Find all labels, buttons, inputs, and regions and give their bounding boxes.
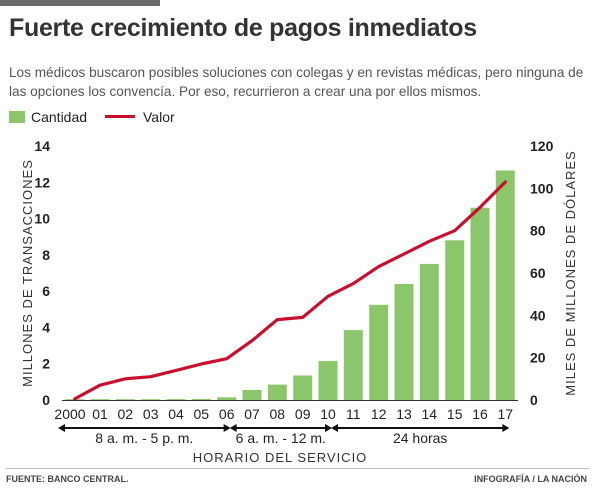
x-tick-label: 12 xyxy=(371,406,387,422)
y-tick-label: 10 xyxy=(34,211,50,227)
period-arrowhead-left xyxy=(229,424,237,432)
y2-tick-label: 60 xyxy=(530,265,546,281)
bar-11 xyxy=(343,330,363,400)
period-arrowhead-right xyxy=(502,424,510,432)
y2-tick-label: 120 xyxy=(530,138,554,154)
legend-swatch-bar xyxy=(9,111,25,123)
y-tick-label: 2 xyxy=(42,356,50,372)
period-arrowhead-left xyxy=(58,424,65,432)
x-tick-label: 14 xyxy=(422,406,438,422)
x-tick-label: 05 xyxy=(194,406,210,422)
legend-swatch-line xyxy=(105,115,135,118)
bar-10 xyxy=(318,361,338,400)
y2-tick-label: 100 xyxy=(530,180,554,196)
bar-03 xyxy=(141,399,161,400)
period-arrowhead-right xyxy=(223,424,231,432)
x-tick-label: 07 xyxy=(244,406,260,422)
y-tick-label: 4 xyxy=(42,319,50,335)
period-arrowhead-right xyxy=(325,424,332,432)
x-tick-label: 01 xyxy=(92,406,108,422)
credit-note: INFOGRAFÍA / LA NACIÓN xyxy=(474,474,587,484)
bar-06 xyxy=(217,397,237,400)
y2-tick-label: 20 xyxy=(530,350,546,366)
bar-13 xyxy=(394,283,414,400)
x-tick-label: 08 xyxy=(270,406,286,422)
legend-label-line: Valor xyxy=(143,109,175,125)
bar-09 xyxy=(293,375,313,400)
x-tick-label: 06 xyxy=(219,406,235,422)
bar-05 xyxy=(191,398,211,400)
series-line-valor xyxy=(73,180,507,401)
source-note: FUENTE: BANCO CENTRAL. xyxy=(6,474,129,484)
x-tick-label: 17 xyxy=(498,406,514,422)
period-label: 6 a. m. - 12 m. xyxy=(236,430,326,446)
x-tick-label: 02 xyxy=(118,406,134,422)
bar-07 xyxy=(242,390,262,400)
bar-02 xyxy=(115,399,135,400)
x-tick-label: 10 xyxy=(320,406,336,422)
bar-01 xyxy=(90,399,110,400)
header-accent-bar xyxy=(0,0,160,6)
y2-tick-label: 0 xyxy=(530,392,538,408)
x-tick-label: 03 xyxy=(143,406,159,422)
x-tick-label: 16 xyxy=(472,406,488,422)
y-tick-label: 8 xyxy=(42,247,50,263)
period-label: 24 horas xyxy=(393,430,447,446)
bar-04 xyxy=(166,399,186,400)
y-tick-label: 6 xyxy=(42,283,50,299)
x-axis-title: HORARIO DEL SERVICIO xyxy=(193,450,368,465)
period-arrowhead-left xyxy=(331,424,338,432)
x-tick-label: 04 xyxy=(168,406,184,422)
bar-15 xyxy=(445,240,465,400)
y2-tick-label: 80 xyxy=(530,223,546,239)
y-tick-label: 14 xyxy=(34,138,50,154)
x-tick-label: 11 xyxy=(346,406,361,422)
y-tick-label: 12 xyxy=(34,174,50,190)
legend-item-line: Valor xyxy=(105,109,175,125)
legend-label-bar: Cantidad xyxy=(31,109,88,125)
y2-axis-title: MILES DE MILLONES DE DÓLARES xyxy=(563,150,578,395)
bar-17 xyxy=(495,170,515,400)
bar-08 xyxy=(267,384,287,400)
x-tick-label: 2000 xyxy=(54,406,85,422)
bar-16 xyxy=(470,207,490,400)
chart-title: Fuerte crecimiento de pagos inmediatos xyxy=(9,14,477,42)
footer-divider xyxy=(6,468,589,469)
y-axis-title: MILLONES DE TRANSACCIONES xyxy=(20,159,35,387)
legend-item-bar: Cantidad xyxy=(9,109,87,125)
bar-12 xyxy=(369,304,389,401)
x-tick-label: 13 xyxy=(396,406,412,422)
bar-14 xyxy=(419,263,439,400)
chart-subtitle: Los médicos buscaron posibles soluciones… xyxy=(9,65,584,99)
x-tick-label: 09 xyxy=(295,406,311,422)
period-label: 8 a. m. - 5 p. m. xyxy=(95,430,193,446)
y2-tick-label: 40 xyxy=(530,307,546,323)
y-tick-label: 0 xyxy=(42,392,50,408)
x-tick-label: 15 xyxy=(447,406,463,422)
